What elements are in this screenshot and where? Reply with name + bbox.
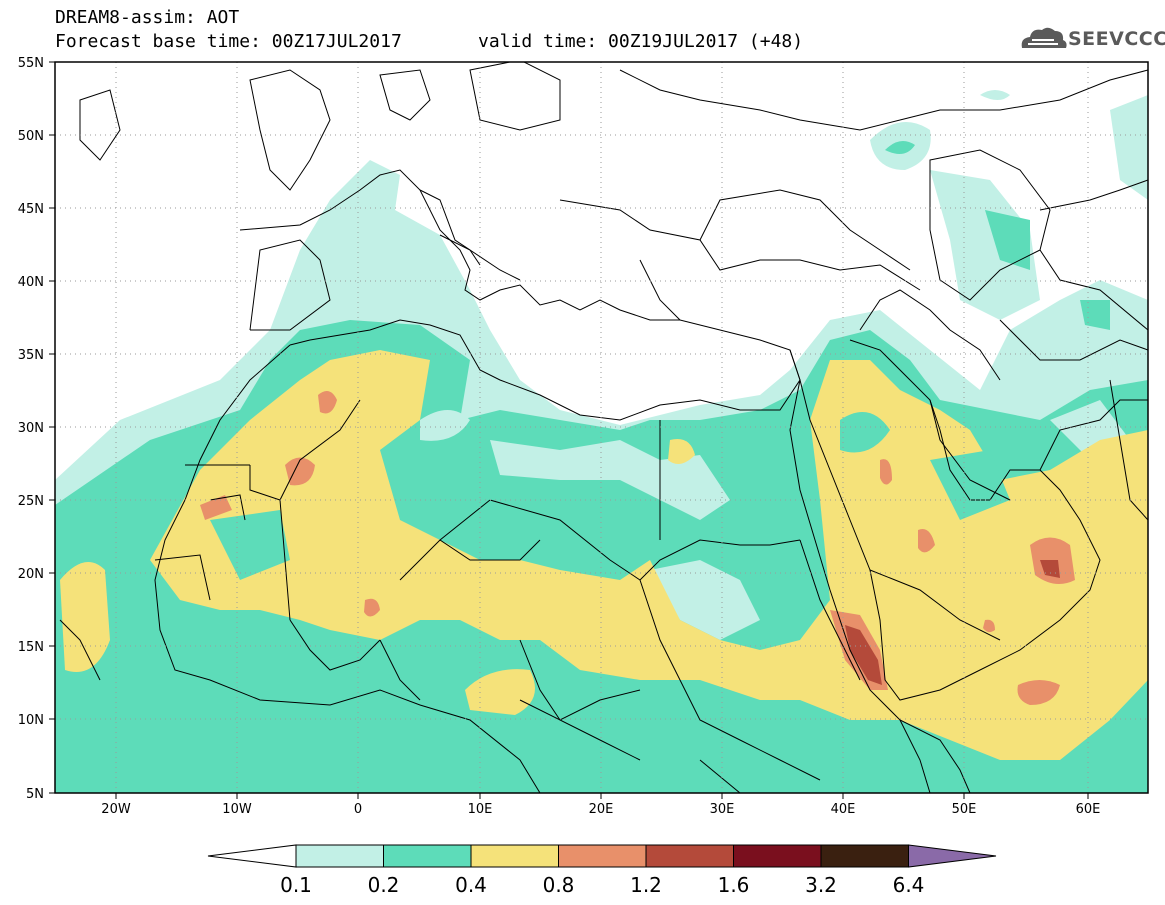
colorbar-segment-4 [558,844,647,868]
logo-text: SEEVCCC [1068,28,1165,50]
lat-label-55n: 55N [18,56,44,71]
lat-label-20n: 20N [18,567,44,582]
colorbar-segment-2 [383,844,472,868]
lat-label-5n: 5N [26,787,44,802]
lat-label-25n: 25N [18,494,44,509]
lat-label-45n: 45N [18,202,44,217]
lat-label-30n: 30N [18,421,44,436]
map-title: DREAM8-assim: AOT [55,7,240,28]
colorbar-label-1.2: 1.2 [630,873,662,897]
aot-field-0.8 [285,457,315,486]
lon-label-40e: 40E [831,802,856,817]
lon-label-30e: 30E [710,802,735,817]
colorbar-label-3.2: 3.2 [805,873,837,897]
aot-field-0.4 [150,350,1148,760]
lon-label-0: 0 [354,802,362,817]
lon-label-10w: 10W [222,802,252,817]
lat-label-15n: 15N [18,640,44,655]
lon-label-10e: 10E [468,802,493,817]
colorbar-label-6.4: 6.4 [893,873,925,897]
cloud-logo-icon [1021,27,1067,48]
lat-label-40n: 40N [18,275,44,290]
lat-label-35n: 35N [18,348,44,363]
colorbar-segment-1 [295,844,384,868]
colorbar-segment-high [908,844,997,868]
colorbar-segment-low [207,844,297,868]
lon-label-50e: 50E [952,802,977,817]
colorbar-label-1.6: 1.6 [718,873,750,897]
colorbar-segment-3 [470,844,559,868]
colorbar [207,844,997,868]
colorbar-segment-6 [733,844,822,868]
lon-label-20e: 20E [589,802,614,817]
valid-time: valid time: 00Z19JUL2017 (+48) [478,31,804,52]
lon-label-60e: 60E [1076,802,1101,817]
lon-label-20w: 20W [101,802,131,817]
colorbar-segment-7 [820,844,909,868]
lat-label-10n: 10N [18,713,44,728]
colorbar-label-0.2: 0.2 [368,873,400,897]
forecast-base-time: Forecast base time: 00Z17JUL2017 [55,31,402,52]
colorbar-label-0.4: 0.4 [455,873,487,897]
colorbar-segment-5 [645,844,734,868]
lat-label-50n: 50N [18,129,44,144]
colorbar-label-0.1: 0.1 [280,873,312,897]
colorbar-label-0.8: 0.8 [543,873,575,897]
